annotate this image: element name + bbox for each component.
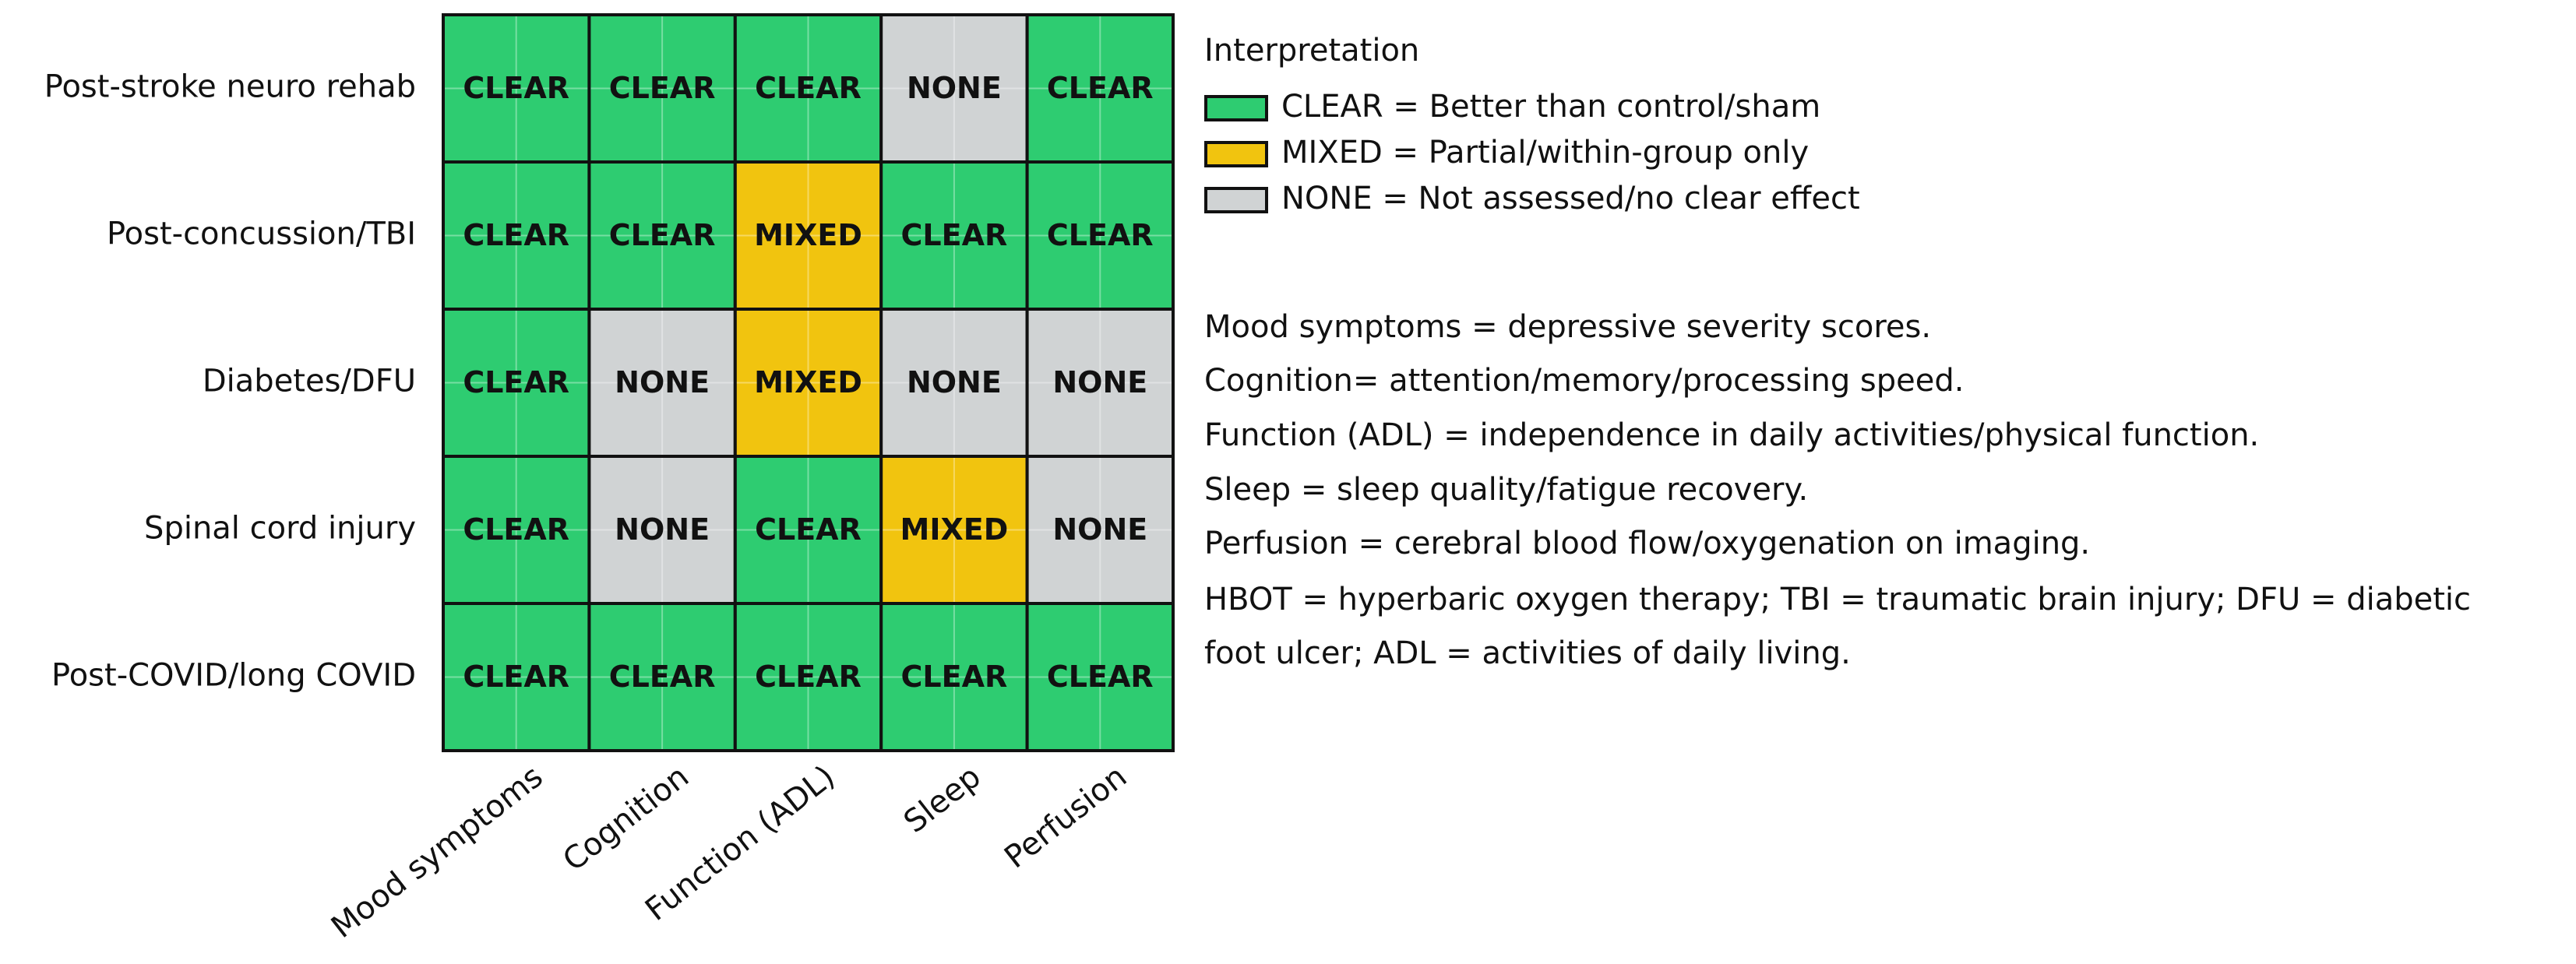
cell-label: CLEAR xyxy=(463,218,569,252)
cell-label: CLEAR xyxy=(1047,660,1154,694)
cell xyxy=(733,308,883,458)
cell xyxy=(442,602,591,752)
note: Function (ADL) = independence in daily a… xyxy=(1204,417,2259,453)
cell-label: CLEAR xyxy=(1047,71,1154,105)
row-label: Post-stroke neuro rehab xyxy=(44,69,416,105)
column-label: Perfusion xyxy=(998,758,1133,875)
cell-label: CLEAR xyxy=(463,71,569,105)
note: Cognition= attention/memory/processing s… xyxy=(1204,363,1965,399)
cell-label: NONE xyxy=(615,365,710,399)
cell-label: MIXED xyxy=(754,218,862,252)
cell-label: MIXED xyxy=(900,512,1009,547)
cell xyxy=(587,455,737,605)
cell xyxy=(1025,455,1175,605)
cell-label: NONE xyxy=(1052,512,1147,547)
cell-label: CLEAR xyxy=(755,512,862,547)
legend-swatch xyxy=(1204,187,1268,213)
cell-label: CLEAR xyxy=(901,218,1008,252)
cell xyxy=(1025,160,1175,311)
cell-label: NONE xyxy=(907,71,1002,105)
cell xyxy=(879,455,1029,605)
cell-label: CLEAR xyxy=(463,365,569,399)
legend-swatch xyxy=(1204,141,1268,167)
cell xyxy=(879,160,1029,311)
note: Mood symptoms = depressive severity scor… xyxy=(1204,309,1931,345)
legend-label: NONE = Not assessed/no clear effect xyxy=(1281,181,1860,216)
note: Sleep = sleep quality/fatigue recovery. xyxy=(1204,472,1808,508)
cell xyxy=(1025,602,1175,752)
cell xyxy=(733,160,883,311)
cell-label: CLEAR xyxy=(609,218,716,252)
cell-label: CLEAR xyxy=(901,660,1008,694)
row-label: Diabetes/DFU xyxy=(203,364,416,399)
cell-label: CLEAR xyxy=(463,660,569,694)
cell-label: NONE xyxy=(1052,365,1147,399)
legend-label: MIXED = Partial/within-group only xyxy=(1281,135,1809,171)
cell xyxy=(442,308,591,458)
cell xyxy=(442,13,591,164)
cell xyxy=(587,160,737,311)
row-label: Spinal cord injury xyxy=(144,511,416,547)
note: HBOT = hyperbaric oxygen therapy; TBI = … xyxy=(1204,582,2471,617)
cell-label: CLEAR xyxy=(463,512,569,547)
cell xyxy=(879,308,1029,458)
legend-swatch xyxy=(1204,95,1268,121)
cell-label: CLEAR xyxy=(755,71,862,105)
grid-border xyxy=(442,13,1175,752)
row-label: Post-concussion/TBI xyxy=(107,216,416,252)
row-label: Post-COVID/long COVID xyxy=(51,658,416,694)
cell-label: NONE xyxy=(615,512,710,547)
legend-title: Interpretation xyxy=(1204,33,1419,69)
cell xyxy=(879,602,1029,752)
note: foot ulcer; ADL = activities of daily li… xyxy=(1204,635,1851,671)
cell-label: NONE xyxy=(907,365,1002,399)
column-label: Cognition xyxy=(556,758,696,878)
cell xyxy=(587,602,737,752)
cell-label: MIXED xyxy=(754,365,862,399)
column-label: Mood symptoms xyxy=(325,758,550,945)
cell xyxy=(587,308,737,458)
cell-label: CLEAR xyxy=(1047,218,1154,252)
cell-label: CLEAR xyxy=(755,660,862,694)
cell xyxy=(1025,308,1175,458)
note: Perfusion = cerebral blood flow/oxygenat… xyxy=(1204,526,2090,561)
cell-label: CLEAR xyxy=(609,660,716,694)
legend-label: CLEAR = Better than control/sham xyxy=(1281,89,1820,125)
cell-label: CLEAR xyxy=(609,71,716,105)
column-label: Sleep xyxy=(897,758,988,840)
